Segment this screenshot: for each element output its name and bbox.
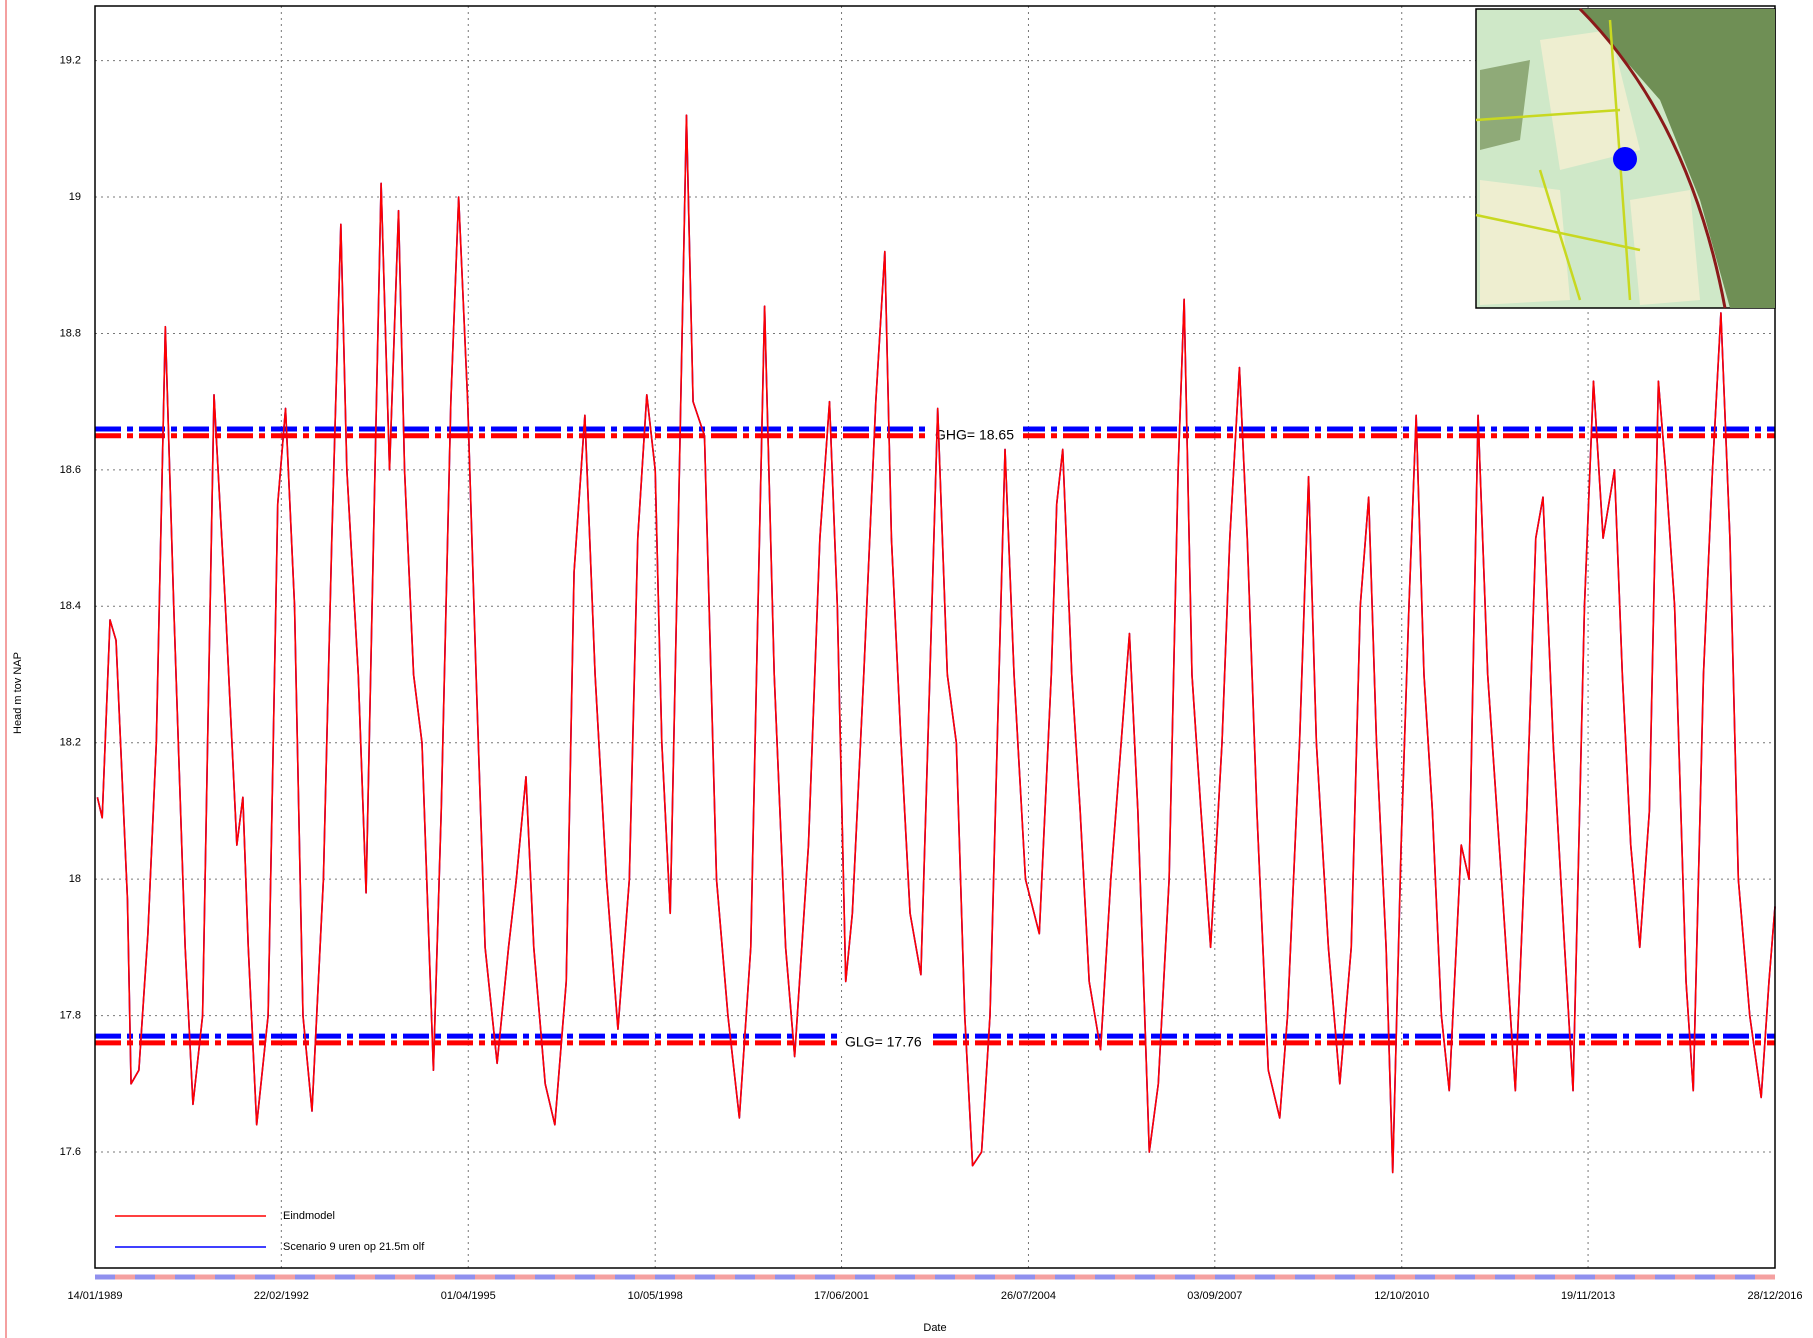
- x-tick-label: 14/01/1989: [67, 1290, 122, 1302]
- x-tick-label: 10/05/1998: [628, 1290, 683, 1302]
- y-tick-label: 17.6: [60, 1146, 81, 1158]
- y-tick-label: 18.8: [60, 327, 81, 339]
- legend-label: Scenario 9 uren op 21.5m olf: [283, 1241, 425, 1253]
- x-tick-label: 12/10/2010: [1374, 1290, 1429, 1302]
- inset-map: [1476, 9, 1775, 308]
- page: Head m tov NAP Date 17.6 17.8 18 18.2 18.4 18…: [0, 0, 1813, 1338]
- y-tick-label: 18.4: [60, 600, 81, 612]
- map-field: [1630, 190, 1700, 305]
- x-tick-label: 01/04/1995: [441, 1290, 496, 1302]
- x-tick-label: 26/07/2004: [1001, 1290, 1056, 1302]
- y-axis-label: Head m tov NAP: [12, 652, 24, 734]
- x-tick-label: 28/12/2016: [1747, 1290, 1802, 1302]
- x-axis-label: Date: [923, 1322, 946, 1334]
- y-tick-label: 18.2: [60, 737, 81, 749]
- legend-label: Eindmodel: [283, 1210, 335, 1222]
- y-tick-label: 19.2: [60, 54, 81, 66]
- y-tick-label: 19: [69, 191, 81, 203]
- annotation: GHG= 18.65: [935, 426, 1014, 442]
- annotation: GLG= 17.76: [845, 1034, 922, 1050]
- y-tick-label: 18: [69, 873, 81, 885]
- map-field: [1480, 180, 1570, 305]
- y-tick-label: 17.8: [60, 1010, 81, 1022]
- x-tick-label: 03/09/2007: [1187, 1290, 1242, 1302]
- map-location: [1613, 147, 1637, 171]
- x-tick-label: 22/02/1992: [254, 1290, 309, 1302]
- chart: Head m tov NAP Date 17.6 17.8 18 18.2 18.4 18…: [0, 0, 1813, 1338]
- x-tick-label: 19/11/2013: [1561, 1290, 1615, 1302]
- x-tick-label: 17/06/2001: [814, 1290, 869, 1302]
- y-tick-label: 18.6: [60, 464, 81, 476]
